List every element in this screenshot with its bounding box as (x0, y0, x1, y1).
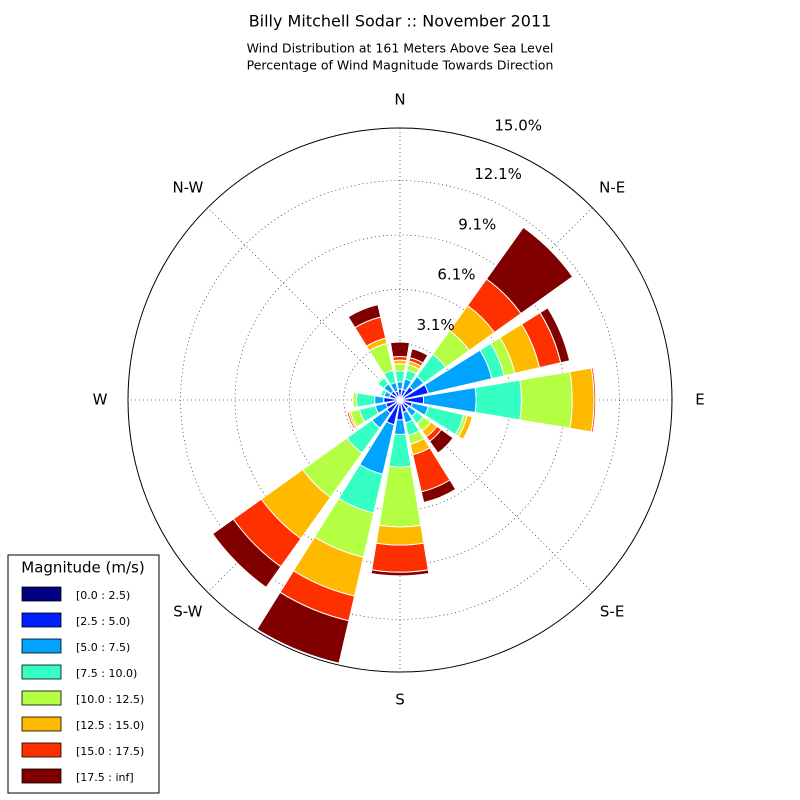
bar-segment (539, 307, 571, 364)
legend-title: Magnitude (m/s) (21, 559, 144, 577)
bar-segment (393, 363, 407, 372)
bar-segment (375, 524, 425, 546)
bar-segment (388, 433, 412, 468)
direction-label: S (395, 691, 405, 709)
bar-segment (375, 375, 384, 384)
bar-segment (389, 341, 411, 358)
chart-subtitle: Wind Distribution at 161 Meters Above Se… (247, 41, 554, 56)
bar-segment (380, 389, 384, 396)
labels: N N-E E S-E S S-W W N-W 3.1% 6.1% 9.1% 12.1% 15.0% (93, 91, 705, 709)
legend-label: [15.0 : 17.5) (76, 745, 144, 758)
legend-swatch (21, 742, 62, 758)
y-tick-label: 6.1% (437, 266, 475, 284)
bar-segment (355, 392, 376, 408)
direction-label: S-E (600, 603, 624, 621)
legend: Magnitude (m/s) [0.0 : 2.5) [2.5 : 5.0) [5… (7, 554, 160, 794)
direction-label: E (695, 391, 704, 409)
legend-swatch (21, 716, 62, 732)
legend-swatch (21, 612, 62, 628)
chart-title: Billy Mitchell Sodar :: November 2011 (249, 12, 552, 31)
legend-label: [0.0 : 2.5) (76, 589, 130, 602)
bar-segment (346, 412, 355, 430)
y-tick-label: 15.0% (494, 116, 542, 134)
bars (211, 226, 597, 664)
chart-subtitle: Percentage of Wind Magnitude Towards Dir… (247, 58, 554, 73)
bar-segment (409, 348, 429, 364)
legend-swatch (21, 586, 62, 602)
legend-label: [17.5 : inf] (76, 771, 134, 784)
polar-frame (127, 127, 673, 673)
direction-label: N (394, 91, 405, 109)
y-tick-label: 12.1% (474, 165, 522, 183)
bar-segment (347, 304, 382, 329)
bar-segment (393, 419, 407, 435)
bar-segment (474, 379, 522, 421)
bar-segment (569, 367, 595, 433)
legend-swatch (21, 638, 62, 654)
bar-segment (428, 428, 454, 454)
legend-label: [7.5 : 10.0) (76, 667, 137, 680)
bar-segment (256, 591, 350, 664)
legend-label: [12.5 : 15.0) (76, 719, 144, 732)
legend-swatch (21, 664, 62, 680)
legend-swatch (21, 690, 62, 706)
legend-swatch (21, 768, 62, 784)
direction-label: N-E (599, 178, 625, 196)
bar-segment (420, 479, 457, 504)
direction-label: S-W (173, 603, 202, 621)
bar-segment (485, 226, 574, 315)
bar-segment (374, 395, 385, 405)
bar-segment (396, 381, 404, 390)
legend-label: [5.0 : 7.5) (76, 641, 130, 654)
grid-ring (180, 180, 620, 620)
bar-segment (592, 367, 597, 433)
direction-label: W (93, 391, 108, 409)
bar-segment (370, 569, 430, 577)
bar-segment (519, 371, 573, 429)
bar-segment (211, 518, 282, 589)
y-tick-label: 9.1% (458, 215, 496, 233)
bar-segment (378, 465, 422, 528)
legend-label: [2.5 : 5.0) (76, 615, 130, 628)
bar-segment (394, 370, 406, 383)
y-tick-label: 3.1% (417, 316, 455, 334)
legend-label: [10.0 : 12.5) (76, 693, 144, 706)
bar-segment (371, 542, 429, 573)
direction-label: N-W (172, 178, 203, 196)
